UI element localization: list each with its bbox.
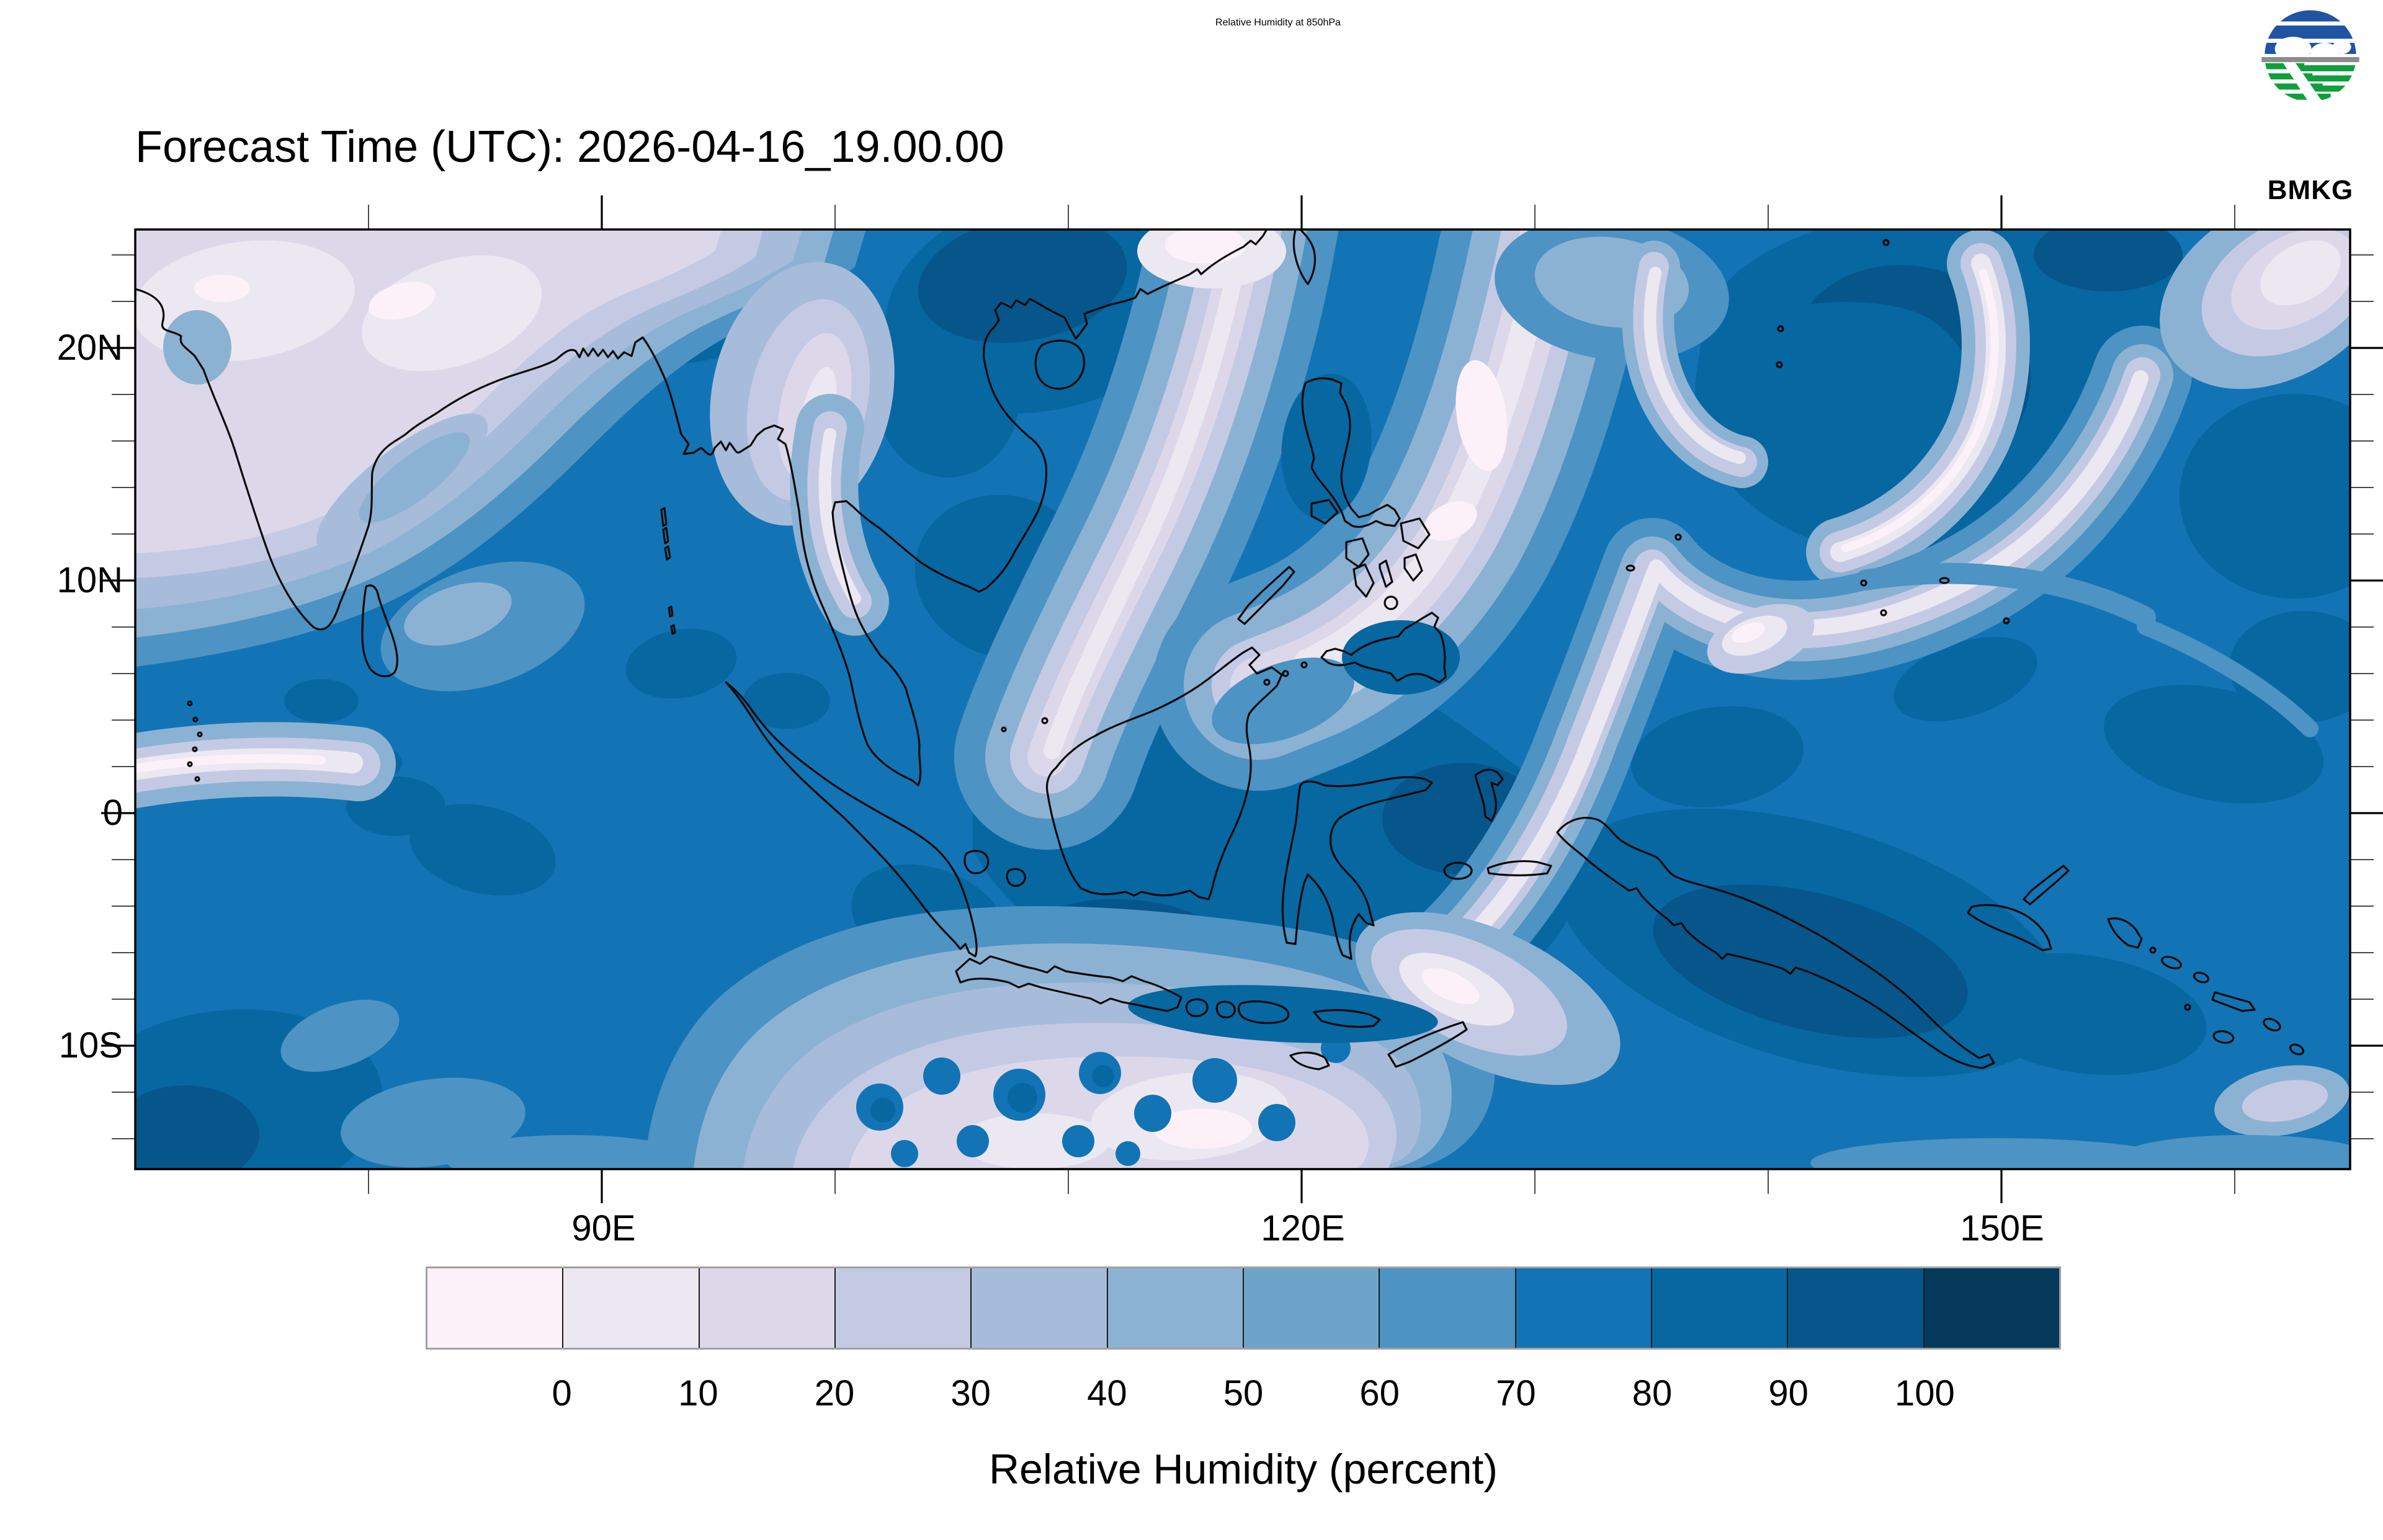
- colorbar-cell-11: [1923, 1268, 2059, 1348]
- colorbar-cell-8: [1514, 1268, 1651, 1348]
- colorbar-cell-1: [562, 1268, 699, 1348]
- colorbar-cell-2: [698, 1268, 834, 1348]
- lat-label-10S: 10S: [58, 1025, 123, 1066]
- lon-label-150E: 150E: [1960, 1208, 2044, 1248]
- lat-label-10N: 10N: [56, 560, 123, 600]
- colorbar-tick-50: 50: [1223, 1373, 1264, 1413]
- lat-label-20N: 20N: [56, 327, 123, 368]
- map-frame: [134, 228, 2351, 1170]
- humidity-field: [135, 229, 2350, 1169]
- colorbar-cell-5: [1106, 1268, 1243, 1348]
- bmkg-logo-text: BMKG: [2267, 175, 2354, 205]
- forecast-time: Forecast Time (UTC): 2026-04-16_19.00.00: [135, 122, 1004, 172]
- page-title-text: Relative Humidity at 850hPa: [1215, 17, 1341, 28]
- colorbar-tick-60: 60: [1359, 1373, 1400, 1413]
- colorbar-tick-70: 70: [1496, 1373, 1536, 1413]
- colorbar-cell-6: [1242, 1268, 1379, 1348]
- colorbar-cell-4: [970, 1268, 1107, 1348]
- colorbar: [426, 1266, 2061, 1350]
- lon-label-120E: 120E: [1261, 1208, 1345, 1248]
- lat-label-0: 0: [102, 793, 123, 833]
- humidity-map: [101, 195, 2383, 1203]
- colorbar-tick-90: 90: [1768, 1373, 1808, 1413]
- colorbar-cell-3: [834, 1268, 971, 1348]
- colorbar-cell-0: [427, 1268, 563, 1348]
- axis-ticks: [101, 195, 2383, 1203]
- bmkg-logo-icon: [2261, 10, 2359, 102]
- colorbar-tick-20: 20: [814, 1373, 855, 1413]
- colorbar-cell-7: [1379, 1268, 1515, 1348]
- colorbar-tick-10: 10: [678, 1373, 718, 1413]
- page-title: Relative Humidity at 850hPa: [93, 17, 2383, 29]
- colorbar-tick-100: 100: [1894, 1373, 1955, 1413]
- colorbar-cell-10: [1787, 1268, 1923, 1348]
- colorbar-tick-0: 0: [552, 1373, 572, 1413]
- coastlines: [135, 229, 2304, 1070]
- colorbar-tick-30: 30: [950, 1373, 991, 1413]
- colorbar-tick-80: 80: [1632, 1373, 1673, 1413]
- lon-label-90E: 90E: [571, 1208, 636, 1248]
- colorbar-cell-9: [1650, 1268, 1787, 1348]
- colorbar-title: Relative Humidity (percent): [988, 1446, 1498, 1493]
- colorbar-tick-40: 40: [1087, 1373, 1127, 1413]
